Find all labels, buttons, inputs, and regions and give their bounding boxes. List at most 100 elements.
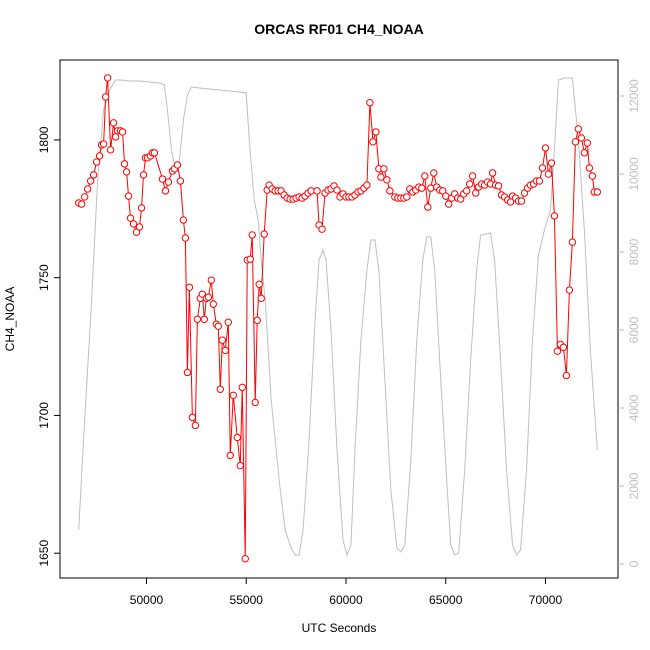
data-point [179, 216, 188, 224]
data-point [164, 178, 173, 186]
data-point [109, 119, 118, 127]
data-point [111, 133, 120, 141]
data-point [106, 146, 115, 154]
y2-tick-label: 0 [627, 560, 641, 567]
data-point [255, 280, 263, 288]
y2-tick-label: 4000 [627, 394, 641, 421]
data-point [577, 134, 586, 142]
data-point [173, 161, 182, 169]
data-point [424, 203, 432, 211]
data-point [251, 398, 259, 407]
data-point [588, 172, 597, 180]
x-axis-label: UTC Seconds [302, 621, 377, 635]
data-point [494, 182, 503, 190]
x-tick-label: 65000 [429, 593, 463, 607]
data-point [580, 149, 589, 157]
data-point [241, 555, 249, 563]
data-point [236, 461, 244, 470]
data-point [333, 186, 341, 194]
data-point [126, 214, 135, 222]
data-point [248, 231, 256, 239]
y2-tick-label: 6000 [627, 316, 641, 343]
data-point [517, 197, 526, 205]
data-point [80, 193, 89, 201]
data-point [583, 139, 592, 147]
data-point [216, 385, 225, 393]
data-point [185, 283, 194, 292]
data-point [86, 177, 95, 185]
x-tick-label: 60000 [329, 593, 363, 607]
data-point [226, 451, 234, 460]
data-point [541, 144, 550, 152]
y-tick-label: 1800 [37, 126, 51, 153]
data-point [468, 172, 477, 180]
data-point [103, 74, 112, 82]
y-tick-label: 1750 [37, 264, 51, 291]
data-point [124, 192, 133, 200]
data-point [421, 172, 429, 180]
data-point [150, 149, 159, 157]
data-point [307, 187, 315, 195]
data-point [161, 187, 170, 195]
data-point [246, 255, 254, 263]
data-point [593, 188, 602, 196]
data-point [372, 128, 380, 136]
data-point [200, 315, 209, 323]
data-point [191, 421, 200, 430]
y-tick-label: 1700 [37, 402, 51, 429]
data-point [139, 171, 148, 179]
data-point [369, 138, 377, 146]
data-point [418, 184, 426, 192]
data-point [366, 99, 374, 107]
data-point [77, 200, 86, 208]
data-point [383, 176, 391, 184]
x-tick-label: 55000 [230, 593, 264, 607]
data-point [442, 192, 450, 200]
data-point [135, 223, 144, 231]
y-tick-label: 1650 [37, 540, 51, 567]
data-point [218, 336, 227, 344]
data-point [377, 173, 385, 181]
data-point [544, 170, 553, 178]
data-point [535, 177, 544, 185]
data-point [181, 234, 190, 242]
data-point [83, 185, 92, 193]
data-point [253, 316, 261, 325]
data-point [158, 175, 167, 183]
data-point [214, 322, 223, 330]
data-point [585, 164, 594, 172]
data-point [176, 177, 185, 185]
data-point [118, 128, 127, 136]
data-point [471, 189, 480, 197]
data-point [221, 346, 229, 355]
data-point [571, 138, 580, 146]
x-tick-label: 70000 [529, 593, 563, 607]
data-point [257, 294, 265, 303]
data-point [403, 193, 411, 201]
data-point [99, 140, 108, 148]
x-tick-label: 50000 [130, 593, 164, 607]
data-point [95, 152, 104, 160]
y2-tick-label: 10000 [627, 157, 641, 191]
data-point [318, 225, 326, 233]
data-point [559, 343, 568, 352]
data-point [574, 125, 583, 133]
data-point [363, 181, 371, 189]
data-point [462, 187, 471, 195]
data-point [204, 293, 213, 301]
data-point [193, 315, 202, 323]
data-point [313, 187, 321, 195]
data-point [209, 300, 218, 308]
data-point [238, 383, 246, 392]
y-axis-label: CH4_NOAA [3, 287, 17, 352]
data-point [547, 159, 556, 167]
data-point [89, 171, 98, 179]
data-point [465, 180, 474, 188]
chart-title: ORCAS RF01 CH4_NOAA [254, 21, 424, 37]
data-point [380, 165, 388, 173]
data-point [386, 187, 394, 195]
data-point [568, 238, 577, 246]
data-point [129, 220, 138, 228]
